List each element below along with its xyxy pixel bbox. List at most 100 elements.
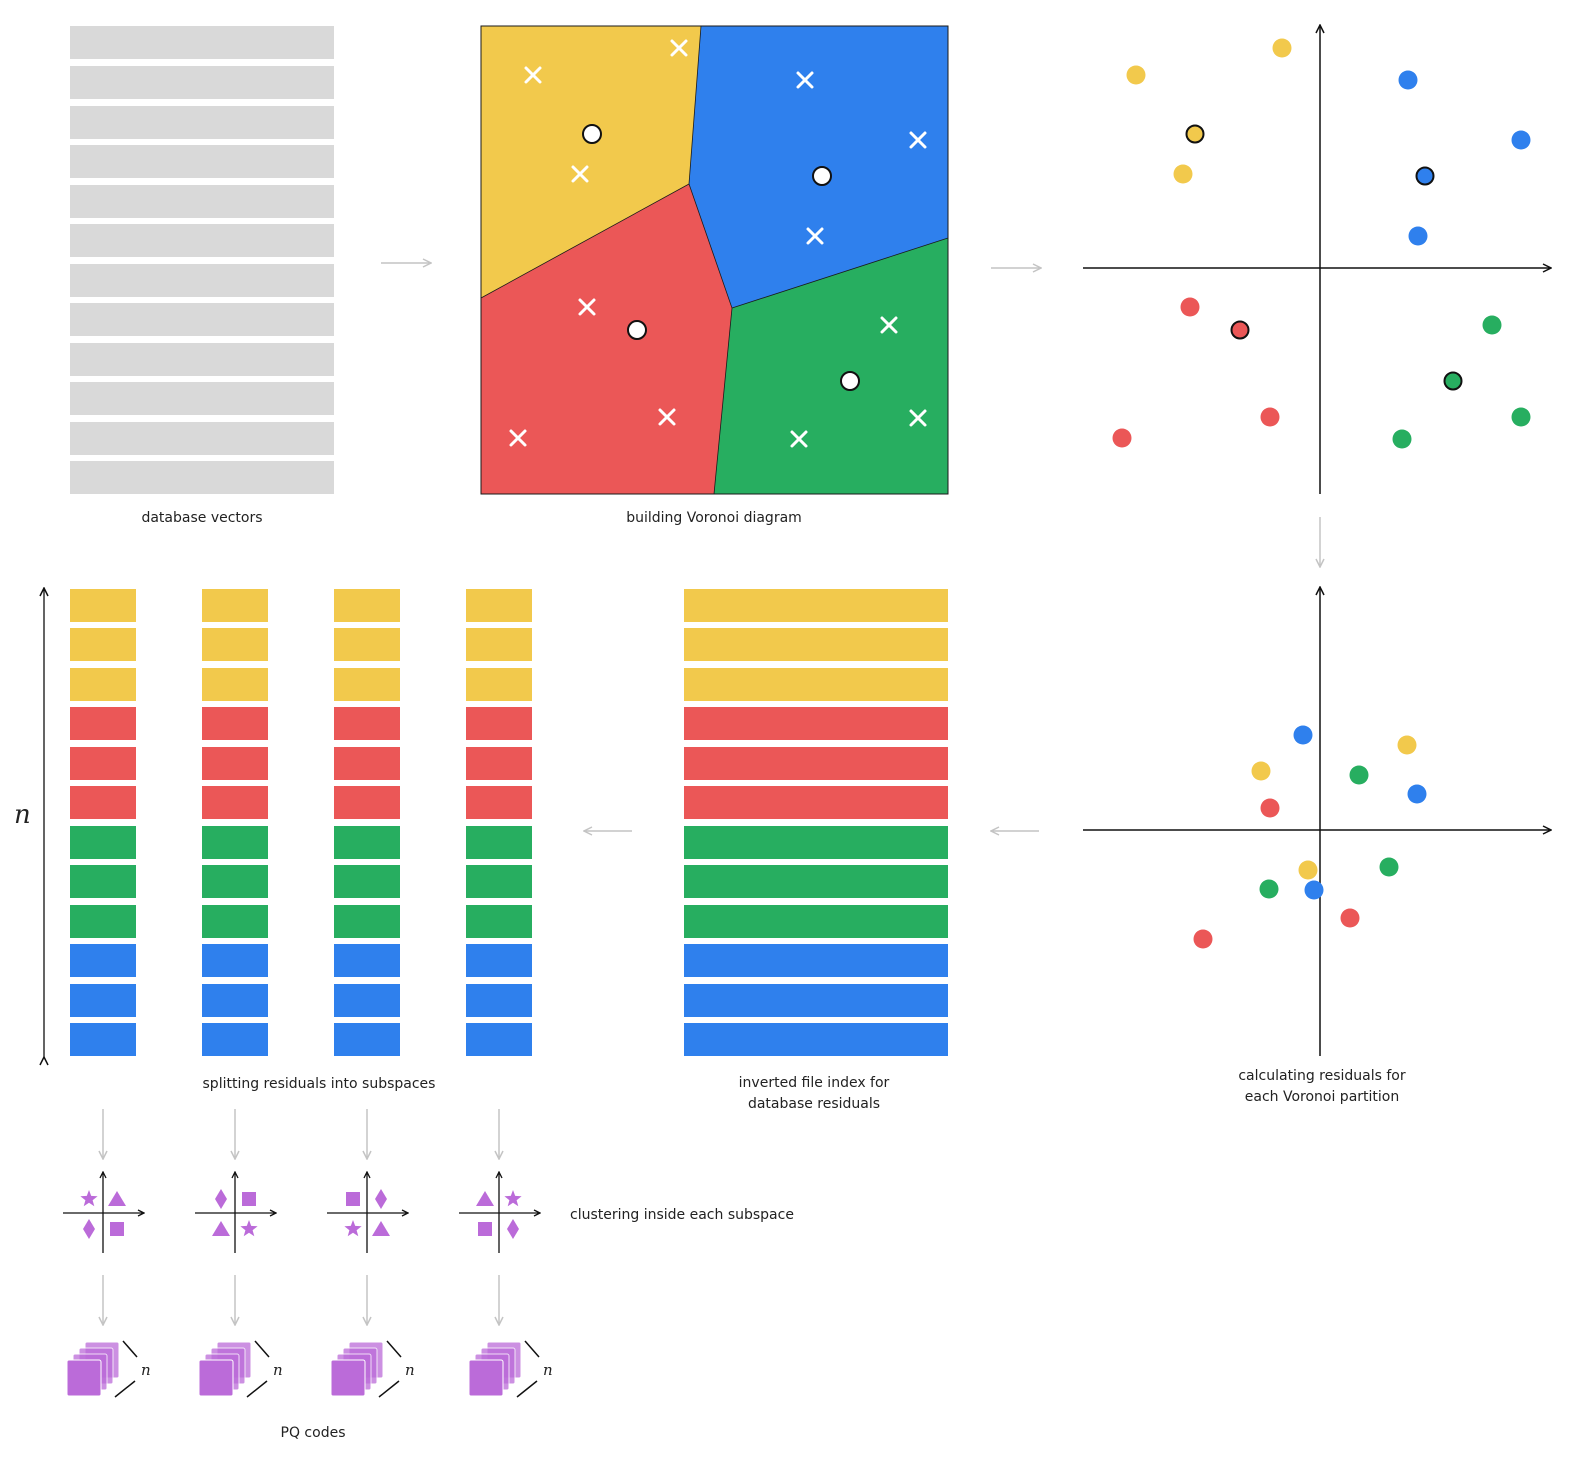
subspace-columns xyxy=(70,589,532,1056)
database-vectors xyxy=(70,26,334,494)
subspace-3-segment-red xyxy=(334,747,400,780)
subspace-2-segment-red xyxy=(202,786,268,819)
residual-point-yellow xyxy=(1251,761,1271,781)
database-vector-row xyxy=(70,382,334,415)
subspace-4-segment-blue xyxy=(466,984,532,1017)
pq-bracket-line xyxy=(114,1380,136,1398)
caption-text: clustering inside each subspace xyxy=(570,1207,794,1223)
pq-code-stack-1: n xyxy=(66,1340,151,1398)
subspace-1-segment-red xyxy=(70,707,136,740)
cross-stroke xyxy=(670,39,688,57)
scatter-point-red xyxy=(1112,428,1132,448)
pq-bracket-line xyxy=(254,1340,270,1358)
triangle-icon xyxy=(476,1191,494,1206)
subspace-3-segment-blue xyxy=(334,1023,400,1056)
data-point-cross xyxy=(658,408,676,426)
data-point-cross xyxy=(509,429,527,447)
residual-point-green xyxy=(1379,857,1399,877)
pq-n-label: n xyxy=(405,1361,415,1379)
ivf-row-blue xyxy=(684,944,948,977)
residual-plot xyxy=(1083,587,1551,1056)
residual-point-red xyxy=(1260,798,1280,818)
caption-text: splitting residuals into subspaces xyxy=(202,1076,436,1092)
subspace-2-segment-green xyxy=(202,826,268,859)
caption-text: database vectors xyxy=(141,510,263,526)
subspace-3-segment-yellow xyxy=(334,668,400,701)
triangle-icon xyxy=(372,1221,390,1236)
database-vector-row xyxy=(70,26,334,59)
scatter-point-green xyxy=(1511,407,1531,427)
subspace-4-segment-red xyxy=(466,747,532,780)
pq-bracket-line xyxy=(516,1380,538,1398)
voronoi-centroid xyxy=(627,320,647,340)
database-vector-row xyxy=(70,461,334,494)
cross-stroke xyxy=(806,227,824,245)
subspace-2-segment-blue xyxy=(202,1023,268,1056)
scatter-centroid-blue xyxy=(1415,166,1435,186)
caption-text: calculating residuals for xyxy=(1238,1068,1406,1084)
cluster-plot-3 xyxy=(327,1172,408,1253)
diamond-icon xyxy=(215,1189,227,1209)
data-point-cross xyxy=(578,298,596,316)
residual-point-yellow xyxy=(1397,735,1417,755)
subspace-2-segment-blue xyxy=(202,944,268,977)
pq-code-block xyxy=(66,1359,102,1397)
pq-code-block xyxy=(468,1359,504,1397)
voronoi-cell-yellow xyxy=(481,26,701,298)
star-icon xyxy=(504,1190,522,1207)
subspace-arrows xyxy=(103,1109,499,1325)
data-point-cross xyxy=(524,66,542,84)
database-vector-row xyxy=(70,106,334,139)
subspace-3-segment-green xyxy=(334,865,400,898)
scatter-point-yellow xyxy=(1272,38,1292,58)
scatter-plot xyxy=(1083,25,1551,494)
subspace-2-segment-yellow xyxy=(202,628,268,661)
cross-stroke xyxy=(909,131,927,149)
database-vector-row xyxy=(70,145,334,178)
scatter-point-red xyxy=(1260,407,1280,427)
scatter-point-green xyxy=(1482,315,1502,335)
subspace-4-segment-green xyxy=(466,905,532,938)
data-point-cross xyxy=(670,39,688,57)
database-vector-row xyxy=(70,343,334,376)
subspace-2-segment-red xyxy=(202,707,268,740)
voronoi-edge xyxy=(731,237,949,309)
residual-point-green xyxy=(1349,765,1369,785)
caption-ivf: inverted file index for database residua… xyxy=(664,1073,964,1115)
pq-code-block xyxy=(198,1359,234,1397)
residual-point-green xyxy=(1259,879,1279,899)
caption-text: PQ codes xyxy=(280,1425,346,1441)
subspace-1-segment-blue xyxy=(70,1023,136,1056)
cross-stroke xyxy=(571,165,589,183)
ivf-row-red xyxy=(684,707,948,740)
caption-database-vectors: database vectors xyxy=(102,508,302,529)
subspace-4-segment-red xyxy=(466,786,532,819)
ivf-row-blue xyxy=(684,984,948,1017)
database-vector-row xyxy=(70,422,334,455)
data-point-cross xyxy=(909,409,927,427)
caption-voronoi: building Voronoi diagram xyxy=(564,508,864,529)
pq-n-label: n xyxy=(141,1361,151,1379)
triangle-icon xyxy=(108,1191,126,1206)
ivf-row-yellow xyxy=(684,668,948,701)
subspace-3-segment-yellow xyxy=(334,589,400,622)
scatter-point-yellow xyxy=(1173,164,1193,184)
subspace-1-segment-blue xyxy=(70,984,136,1017)
cross-stroke xyxy=(880,316,898,334)
residual-point-red xyxy=(1340,908,1360,928)
ivf-row-yellow xyxy=(684,589,948,622)
data-point-cross xyxy=(806,227,824,245)
subspace-1-segment-green xyxy=(70,905,136,938)
data-point-cross xyxy=(790,430,808,448)
pq-code-block xyxy=(330,1359,366,1397)
pq-code-stack-3: n xyxy=(330,1340,415,1398)
subspace-3-segment-blue xyxy=(334,944,400,977)
pq-code-stack-4: n xyxy=(468,1340,553,1398)
triangle-icon xyxy=(212,1221,230,1236)
subspace-4-segment-yellow xyxy=(466,589,532,622)
cross-stroke xyxy=(909,409,927,427)
cross-stroke xyxy=(658,408,676,426)
caption-text: inverted file index for xyxy=(738,1075,890,1091)
